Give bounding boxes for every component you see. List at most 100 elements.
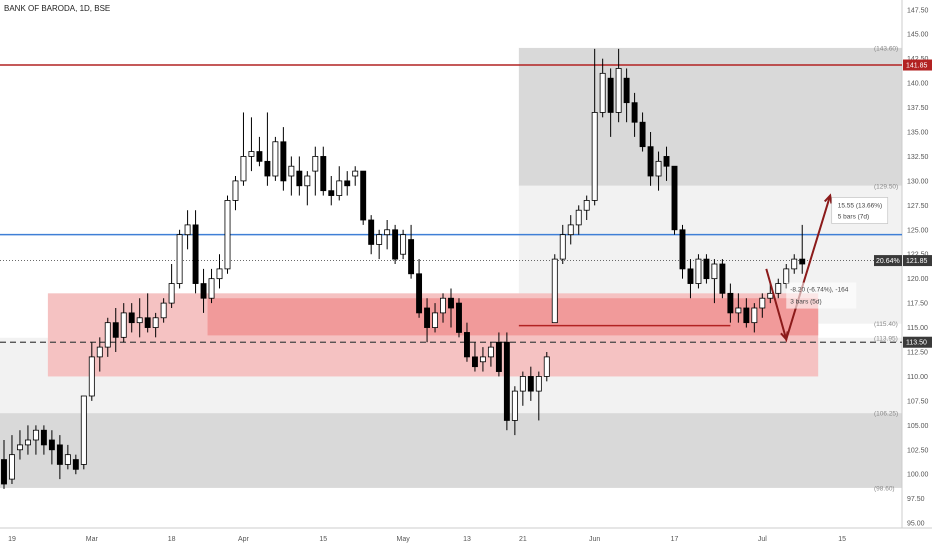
candle-body	[17, 444, 23, 451]
candle-body	[695, 258, 702, 284]
candle-body	[96, 346, 103, 358]
candle-body	[112, 322, 119, 338]
candle-body	[328, 190, 335, 196]
x-tick-label: Jun	[589, 536, 600, 543]
zone-price-label: (115.40)	[874, 321, 898, 328]
candle-body	[775, 283, 782, 294]
candle-body	[56, 444, 63, 465]
x-tick-label: 17	[671, 536, 679, 543]
retracement-callout	[786, 282, 857, 309]
candle-body	[376, 234, 383, 245]
candle-body	[24, 439, 31, 446]
candle-body	[128, 312, 135, 324]
candle-body	[663, 156, 670, 167]
candle-body	[9, 454, 15, 480]
candle-body	[192, 224, 199, 284]
candle-body	[519, 376, 526, 392]
candle-body	[232, 180, 239, 201]
zone-0	[518, 47, 902, 186]
candle-body	[88, 356, 95, 397]
price-badge-text: 113.50	[906, 340, 927, 347]
candle-body	[599, 72, 606, 113]
y-tick-label: 127.50	[907, 203, 929, 210]
candle-body	[799, 258, 806, 265]
price-axis-bg	[902, 0, 932, 550]
candle-body	[168, 283, 175, 304]
candle-body	[344, 180, 351, 187]
candle-body	[304, 175, 311, 187]
zone-5	[207, 298, 819, 336]
y-tick-label: 112.50	[907, 350, 928, 357]
candle-body	[280, 141, 287, 182]
arrowhead-down	[780, 331, 789, 342]
zone-price-label: (113.95)	[874, 335, 898, 342]
candle-body	[727, 292, 734, 314]
x-tick-label: 15	[319, 536, 327, 543]
y-tick-label: 125.00	[907, 227, 929, 234]
projection-change-text: 15.55 (13.66%)	[838, 203, 882, 210]
candle-body	[791, 258, 798, 270]
candle-body	[216, 268, 223, 280]
x-tick-label: May	[396, 536, 410, 543]
x-tick-label: 15	[838, 536, 846, 543]
candle-body	[40, 429, 47, 446]
candle-body	[184, 224, 191, 236]
y-tick-label: 102.50	[907, 447, 929, 454]
change-badge-text: 20.64%	[876, 258, 900, 265]
candle-body	[160, 302, 167, 319]
candle-body	[487, 346, 494, 358]
y-tick-label: 147.50	[907, 7, 929, 14]
candle-body	[655, 160, 662, 177]
price-badge-0	[903, 59, 932, 71]
candle-body	[312, 156, 319, 172]
candle-body	[639, 121, 646, 148]
x-tick-label: Jul	[758, 536, 767, 543]
candle-body	[400, 234, 407, 255]
candle-body	[240, 156, 247, 182]
price-badge-text: 141.85	[906, 63, 928, 70]
candle-body	[671, 165, 678, 231]
zone-price-label: (98.60)	[874, 485, 895, 492]
x-tick-label: 21	[519, 536, 527, 543]
candle-body	[104, 322, 111, 348]
candle-body	[783, 268, 790, 284]
candle-body	[448, 297, 454, 309]
x-tick-label: 13	[463, 536, 471, 543]
candle-body	[543, 356, 550, 377]
candle-body	[551, 258, 558, 324]
candle-body	[72, 459, 79, 470]
candle-body	[583, 200, 590, 211]
y-tick-label: 140.00	[907, 81, 929, 88]
candle-body	[416, 273, 423, 314]
projection-bars-text: 5 bars (7d)	[838, 214, 869, 221]
candle-body	[719, 263, 726, 294]
candle-body	[392, 229, 399, 260]
arrowhead-up	[823, 193, 833, 204]
candle-body	[64, 454, 71, 465]
candle-body	[567, 224, 574, 236]
candle-body	[679, 229, 686, 270]
candle-body	[511, 390, 518, 421]
x-tick-label: 19	[8, 536, 16, 543]
candle-body	[264, 160, 271, 177]
zone-1	[0, 413, 902, 488]
y-tick-label: 117.50	[907, 301, 928, 308]
y-tick-label: 107.50	[907, 398, 929, 405]
candle-body	[136, 317, 143, 324]
candle-body	[591, 112, 598, 201]
candle-body	[176, 234, 183, 284]
candle-body	[80, 395, 87, 465]
candle-body	[296, 170, 303, 187]
x-tick-label: Mar	[86, 536, 99, 543]
x-tick-label: 18	[168, 536, 176, 543]
candle-body	[352, 170, 359, 177]
candle-body	[479, 356, 486, 363]
x-tick-label: Apr	[238, 536, 250, 543]
candle-body	[767, 292, 774, 299]
candle-body	[527, 376, 534, 392]
candle-body	[759, 297, 766, 309]
y-tick-label: 137.50	[907, 105, 929, 112]
retracement-change-text: -8.20 (-6.74%), -164	[790, 287, 849, 294]
retracement-bars-text: 3 bars (5d)	[790, 299, 821, 306]
